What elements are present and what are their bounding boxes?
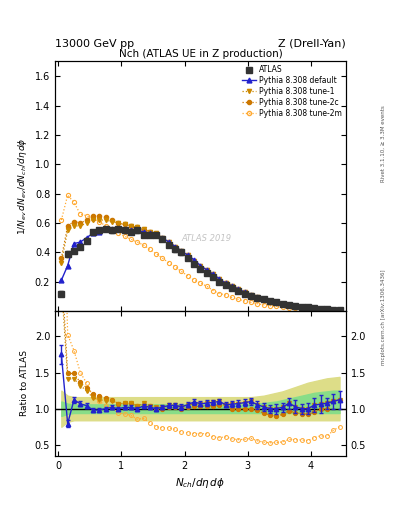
- Y-axis label: $1/N_{ev}\,dN_{ev}/dN_{ch}/d\eta\,d\phi$: $1/N_{ev}\,dN_{ev}/dN_{ch}/d\eta\,d\phi$: [16, 138, 29, 235]
- Text: 13000 GeV pp: 13000 GeV pp: [55, 38, 134, 49]
- Title: Nch (ATLAS UE in Z production): Nch (ATLAS UE in Z production): [119, 49, 282, 59]
- Text: mcplots.cern.ch [arXiv:1306.3436]: mcplots.cern.ch [arXiv:1306.3436]: [381, 270, 386, 365]
- Y-axis label: Ratio to ATLAS: Ratio to ATLAS: [20, 350, 29, 416]
- Legend: ATLAS, Pythia 8.308 default, Pythia 8.308 tune-1, Pythia 8.308 tune-2c, Pythia 8: ATLAS, Pythia 8.308 default, Pythia 8.30…: [240, 63, 344, 120]
- X-axis label: $N_{ch}/d\eta\,d\phi$: $N_{ch}/d\eta\,d\phi$: [175, 476, 226, 490]
- Text: ATLAS 2019: ATLAS 2019: [181, 234, 231, 243]
- Text: Rivet 3.1.10, ≥ 3.3M events: Rivet 3.1.10, ≥ 3.3M events: [381, 105, 386, 182]
- Text: Z (Drell-Yan): Z (Drell-Yan): [278, 38, 346, 49]
